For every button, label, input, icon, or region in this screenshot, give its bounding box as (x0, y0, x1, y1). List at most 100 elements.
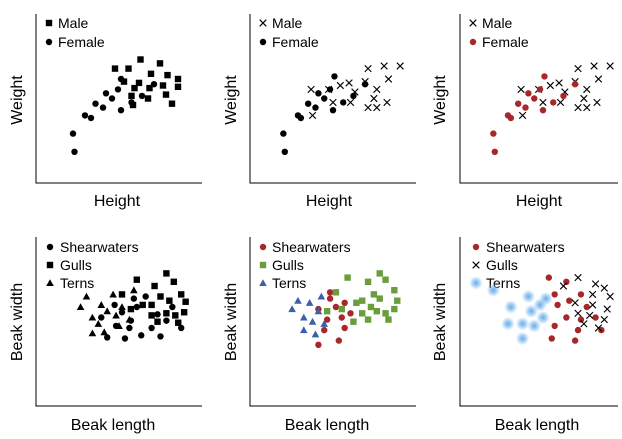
panel-3-series-0-point-15 (593, 98, 601, 107)
panel-4-legend-1-marker (46, 261, 54, 269)
panel-3-series-1-point-0 (490, 130, 497, 137)
panel-2-series-1-point-4 (329, 107, 337, 114)
panel-2-series-1-point-8 (350, 92, 357, 100)
panel-4-series-2-point-11 (125, 315, 134, 323)
panel-1-series-0-point-10 (159, 82, 167, 89)
panel-6-series-1-point-0 (574, 273, 582, 282)
panel-4-series-1-point-3 (178, 291, 185, 298)
panel-4-series-1-point-14 (127, 305, 135, 313)
panel-4-series-0-point-2 (118, 309, 126, 316)
panel-3-ylabel: Weight (432, 75, 449, 125)
panel-3-series-1-point-8 (560, 92, 567, 100)
panel-1-series-1-point-0 (69, 130, 77, 137)
panel-4-series-0-point-12 (157, 333, 164, 340)
panel-1-series-1-point-7 (128, 99, 135, 106)
panel-1-legend-0-symbol (45, 19, 53, 27)
panel-4-series-2-point-5 (130, 286, 138, 294)
panel-1-series-1-point-10 (117, 75, 125, 83)
panel-2-series-0-point-14 (364, 103, 372, 112)
panel-2-plot-area (280, 62, 404, 155)
panel-4-series-1-point-11 (154, 318, 161, 325)
panel-2-series-1-point-9 (361, 81, 369, 88)
panel-6-series-2-point-8 (527, 318, 542, 333)
panel-5-series-2-point-1 (300, 313, 308, 321)
panel-1-legend-1-symbol (45, 38, 53, 46)
panel-6-series-0-point-2 (551, 291, 558, 298)
panel-6-series-1-point-11 (574, 309, 582, 317)
panel-5-series-0-point-2 (332, 303, 340, 311)
panel-2-series-1-point-10 (331, 73, 338, 80)
panel-2-legend-1-symbol (259, 38, 267, 46)
panel-2-xlabel: Height (306, 193, 353, 210)
panel-1-series-0-point-3 (156, 60, 164, 67)
panel-6-series-2-point-6 (500, 316, 515, 331)
panel-6-ylabel: Beak width (432, 283, 449, 361)
panel-1-series-0-point-1 (125, 65, 132, 72)
panel-5-series-1-point-7 (376, 295, 383, 302)
panel-3: Male Female Height Weight (432, 14, 618, 210)
panel-5-series-0-point-4 (323, 316, 331, 323)
panel-2-series-1-point-11 (304, 100, 312, 107)
panel-4-series-0 (98, 293, 185, 342)
panel-6-series-2-point-1 (521, 289, 536, 304)
panel-6-legend-1-label: Gulls (486, 257, 518, 273)
panel-5-series-1-point-2 (376, 270, 383, 277)
panel-2-series-1-point-3 (321, 95, 328, 102)
panel-3-series-0-point-12 (556, 98, 565, 107)
panel-6-legend-1-marker (472, 261, 480, 269)
panel-6-series-2-point-0 (486, 283, 501, 298)
panel-4-series-2-point-10 (82, 292, 91, 300)
panel-4-series-0-point-4 (133, 303, 140, 311)
panel-1-legend: Male Female (45, 15, 105, 50)
panel-1-series-0-point-5 (135, 79, 143, 87)
panel-3-series-0-point-1 (590, 62, 598, 70)
panel-6-series-1-point-7 (588, 301, 597, 309)
panel-6-series-1-point-6 (571, 299, 579, 307)
panel-2-series-0-point-12 (346, 98, 355, 107)
panel-2-series-0-point-3 (384, 75, 393, 83)
panel-5-series-1-point-8 (394, 297, 401, 304)
panel-4-legend-1-label: Gulls (60, 257, 92, 273)
panel-3-series-1-point-9 (571, 81, 579, 88)
panel-3-series-0-point-16 (583, 103, 591, 112)
panel-4-series-1-point-10 (163, 310, 170, 317)
panel-5-legend-0-marker (259, 243, 267, 251)
panel-6-series-2-point-9 (515, 331, 530, 346)
panel-1-series-1-point-5 (102, 90, 110, 97)
panel-4-series-1-point-17 (148, 312, 155, 319)
panel-4-series-0-point-11 (163, 317, 170, 324)
panel-6-legend-1-symbol (472, 261, 480, 269)
panel-3-series-1-point-4 (539, 107, 547, 114)
panel-6-legend-0-label: Shearwaters (486, 239, 565, 255)
panel-6-series-1-point-13 (580, 320, 588, 328)
panel-6-series-0-point-5 (563, 314, 570, 321)
panel-1-series-1 (69, 75, 158, 155)
panel-3-series-1-point-13 (491, 148, 499, 155)
panel-4-series-2-point-6 (115, 322, 123, 329)
panel-5-series-1-point-12 (385, 316, 392, 323)
panel-3-legend-0-marker (469, 19, 477, 27)
panel-6-series-1-point-10 (600, 315, 609, 324)
panel-4-series-2-point-4 (118, 303, 126, 311)
panel-3-series-0-point-0 (574, 64, 582, 73)
panel-1-series-0-point-8 (131, 84, 138, 92)
panel-4-series-2-point-12 (112, 311, 120, 319)
panel-6-series-1-point-9 (586, 311, 594, 320)
panel-2-legend: Male Female (259, 15, 319, 50)
panel-1-series-0-point-9 (146, 84, 153, 92)
panel-4-series-2 (76, 286, 138, 337)
panel-6-series-0-point-14 (598, 326, 605, 334)
panel-6-series-0-point-8 (574, 326, 582, 334)
panel-3-axes (459, 14, 618, 184)
panel-3-plot-area (490, 62, 614, 155)
panel-3-series-1-point-3 (531, 95, 538, 102)
panel-5-series-0-point-5 (338, 314, 345, 321)
panel-5-series-2-point-4 (314, 307, 323, 315)
panel-1-series-0 (111, 56, 182, 109)
panel-3-series-0-point-14 (574, 103, 582, 112)
panel-4-series-2-point-9 (103, 307, 111, 315)
panel-5-legend-2-marker (259, 279, 267, 287)
panel-4-xlabel: Beak length (71, 417, 156, 434)
panel-1-series-1-point-13 (71, 148, 78, 155)
panel-4-series-1-point-6 (148, 301, 155, 309)
